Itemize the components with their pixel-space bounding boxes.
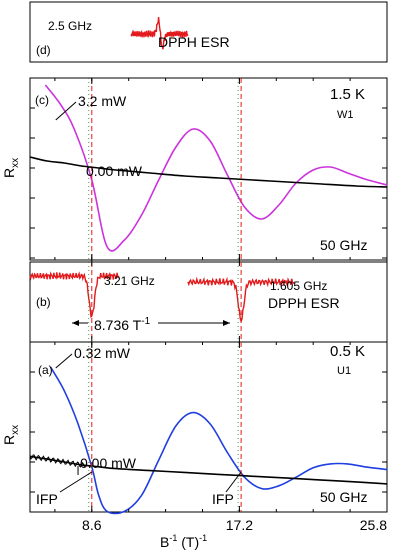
panel-c-power-leader: [55, 101, 77, 121]
panel-c-power-label: 3.2 mW: [78, 93, 127, 109]
x-tick-label: 17.2: [226, 517, 253, 533]
panel-c-temp: 1.5 K: [330, 86, 365, 103]
ifp-leader-left: [59, 471, 93, 493]
panel-c-letter: (c): [35, 93, 49, 107]
panel-b-spacing-label: 8.736 T-1: [94, 316, 151, 333]
panel-d-freq-label: 2.5 GHz: [48, 19, 92, 33]
panel-a-frame: [29, 341, 388, 513]
panel-b-title: DPPH ESR: [268, 295, 340, 311]
panel-b-freq-2: 1.605 GHz: [270, 279, 327, 293]
panel-c-freq: 50 GHz: [320, 237, 367, 253]
panel-a-sdh-oscillations: [29, 454, 86, 468]
x-axis-label: B-1 (T)-1: [160, 533, 207, 550]
panel-a-temp: 0.5 K: [330, 343, 365, 360]
panel-a-ylabel: Rxx: [1, 425, 21, 445]
panel-b-esr-trace-1: [29, 271, 120, 318]
ifp-leader-right: [225, 471, 242, 493]
panel-c-dark-label: 0.00 mW: [86, 163, 143, 179]
x-tick-label: 8.6: [82, 517, 102, 533]
panel-a-letter: (a): [38, 363, 53, 377]
panel-c-frame: [29, 77, 388, 261]
panel-c-series-dark: [29, 156, 388, 188]
panel-a-sample: U1: [337, 365, 351, 377]
panel-a-series-dark: [29, 455, 388, 485]
panel-a-power-leader: [55, 353, 73, 369]
panel-d-esr-trace: [130, 16, 189, 50]
x-tick-label: 25.8: [360, 517, 387, 533]
panel-d-title: DPPH ESR: [158, 34, 230, 50]
spacing-arrow: [72, 320, 230, 326]
panel-b-freq-1: 3.21 GHz: [104, 274, 155, 288]
panel-d-frame: [29, 1, 388, 63]
panel-a-dark-label: 0.00 mW: [80, 455, 137, 471]
panel-d-letter: (d): [36, 43, 51, 57]
panel-a-freq: 50 GHz: [320, 489, 367, 505]
ifp-label-right: IFP: [212, 491, 234, 507]
ifp-label-left: IFP: [36, 491, 58, 507]
panel-a-series-irradiated: [49, 366, 388, 515]
panel-c-sample: W1: [337, 109, 354, 121]
panel-a-power-label: 0.32 mW: [74, 345, 131, 361]
panel-b-letter: (b): [36, 295, 51, 309]
panel-c-series-irradiated: [44, 84, 388, 252]
panel-c-ylabel: Rxx: [1, 158, 21, 178]
